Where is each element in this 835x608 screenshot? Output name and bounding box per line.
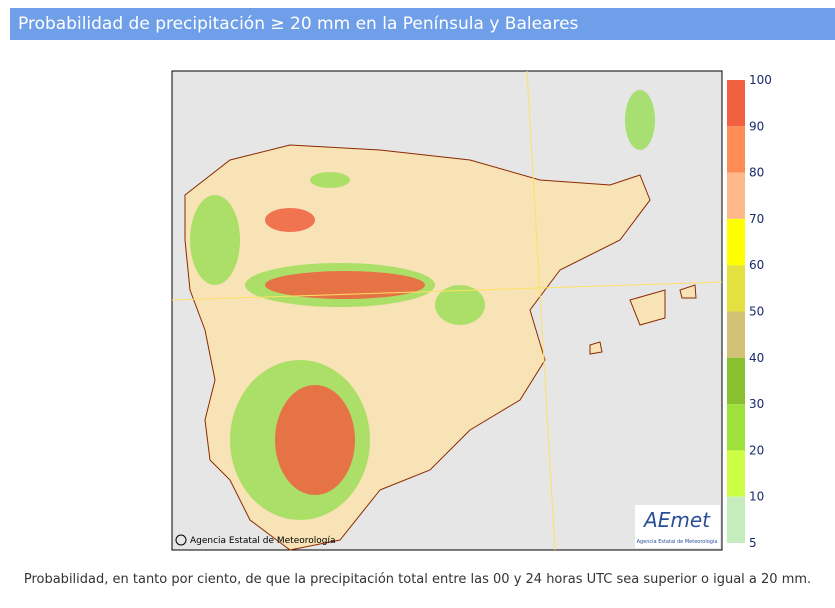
legend-swatch: [727, 450, 745, 497]
legend-swatch: [727, 404, 745, 451]
legend-label: 100: [749, 73, 772, 87]
precip-area: [275, 385, 355, 495]
legend-label: 90: [749, 119, 764, 133]
precip-area: [435, 285, 485, 325]
legend-label: 40: [749, 351, 764, 365]
legend-label: 80: [749, 166, 764, 180]
precip-area: [265, 271, 425, 299]
legend-swatch: [727, 218, 745, 266]
legend-swatch: [727, 311, 745, 358]
legend-label: 60: [749, 258, 764, 272]
legend-label: 20: [749, 443, 764, 457]
precip-area: [265, 208, 315, 232]
logo-name: AEmet: [642, 508, 711, 532]
baleares: [589, 284, 697, 355]
legend-label: 30: [749, 397, 764, 411]
legend-swatch: [727, 172, 745, 219]
caption: Probabilidad, en tanto por ciento, de qu…: [23, 572, 812, 587]
graticule: [526, 70, 556, 551]
graticule: [171, 281, 723, 301]
precip-area: [625, 90, 655, 150]
precip-area: [190, 195, 240, 285]
legend-swatch: [727, 265, 745, 312]
logo-subtitle: Agencia Estatal de Meteorología: [637, 538, 718, 545]
logo-box: [635, 505, 720, 548]
legend-swatch: [727, 357, 745, 405]
page-title: Probabilidad de precipitación ≥ 20 mm en…: [10, 8, 835, 40]
copyright-icon: [175, 534, 187, 546]
precip-area: [310, 172, 350, 188]
legend-label: 50: [749, 305, 764, 319]
legend-swatch: [727, 126, 745, 173]
legend-label: 70: [749, 212, 764, 226]
legend-label: 5: [749, 536, 757, 550]
legend-label: 10: [749, 490, 764, 504]
legend-swatch: [727, 80, 745, 127]
map-copyright: Agencia Estatal de Meteorología: [190, 536, 336, 546]
color-legend: 100 90 80 70 60 50 40 30 20 10 5: [727, 73, 772, 550]
map-panel: Agencia Estatal de Meteorología AEmet Ag…: [171, 70, 772, 551]
legend-swatch: [727, 496, 745, 543]
